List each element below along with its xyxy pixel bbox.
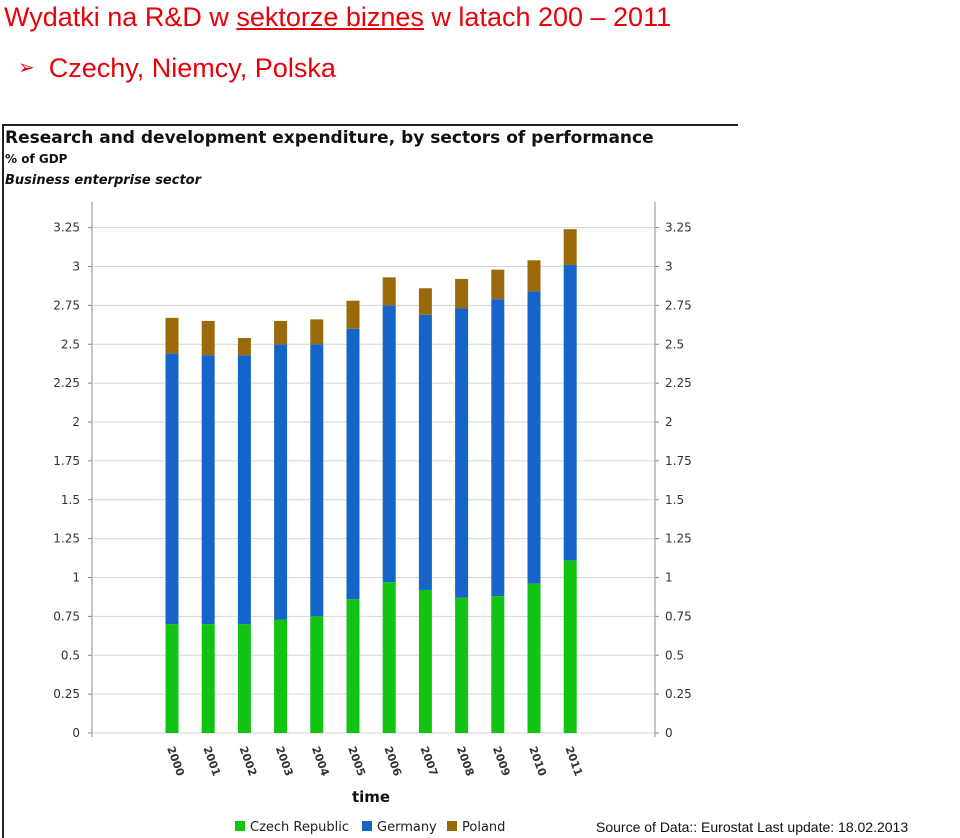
y-tick-label-left: 2.25 xyxy=(53,376,80,390)
y-tick-label-right: 0 xyxy=(665,726,673,740)
bar-segment xyxy=(310,319,324,345)
x-tick-label: 2003 xyxy=(273,745,296,778)
y-tick-label-right: 2 xyxy=(665,415,673,429)
x-tick-label: 2006 xyxy=(381,745,404,779)
x-tick-label: 2008 xyxy=(454,745,477,778)
y-tick-label-right: 3.25 xyxy=(665,221,692,235)
legend-label: Czech Republic xyxy=(250,820,349,835)
y-tick-label-left: 3.25 xyxy=(53,221,80,235)
y-tick-label-right: 2.5 xyxy=(665,337,684,351)
bar-segment xyxy=(165,624,179,733)
bar-segment xyxy=(346,300,360,329)
y-tick-label-right: 3 xyxy=(665,260,673,274)
chart-title: Research and development expenditure, by… xyxy=(5,128,654,148)
y-tick-label-left: 0.25 xyxy=(53,687,80,701)
x-tick-label: 2005 xyxy=(345,745,368,778)
y-tick-label-right: 0.5 xyxy=(665,648,684,662)
legend-swatch xyxy=(235,821,245,831)
source-note: Source of Data:: Eurostat Last update: 1… xyxy=(596,819,909,835)
bullet-countries: ➢ Czechy, Niemcy, Polska xyxy=(18,53,336,84)
x-tick-label: 2000 xyxy=(164,745,187,779)
bar-segment xyxy=(563,229,577,265)
y-tick-label-left: 2.5 xyxy=(61,337,80,351)
bar-segment xyxy=(418,589,432,733)
y-tick-label-right: 0.75 xyxy=(665,609,692,623)
y-tick-label-left: 2.75 xyxy=(53,298,80,312)
bar-segment xyxy=(382,305,396,583)
legend-swatch xyxy=(362,821,372,831)
y-tick-label-left: 1.75 xyxy=(53,454,80,468)
bar-segment xyxy=(455,597,469,733)
bar-segment xyxy=(382,277,396,306)
bar-segment xyxy=(563,560,577,733)
bar-segment xyxy=(237,355,251,625)
y-tick-label-right: 0.25 xyxy=(665,687,692,701)
bar-segment xyxy=(310,616,324,733)
slide-title: Wydatki na R&D w sektorze biznes w latac… xyxy=(4,2,671,33)
slide-title-link[interactable]: sektorze biznes xyxy=(236,2,424,32)
bar-segment xyxy=(310,344,324,617)
chart-sector-label: Business enterprise sector xyxy=(5,173,202,188)
bar-segment xyxy=(491,269,505,300)
bar-segment xyxy=(274,320,288,345)
y-tick-label-left: 3 xyxy=(72,260,80,274)
bar-segment xyxy=(455,308,469,598)
arrow-bullet-icon: ➢ xyxy=(18,57,35,79)
bar-segment xyxy=(165,317,179,354)
x-tick-label: 2001 xyxy=(200,745,223,778)
bar-segment xyxy=(527,583,541,733)
bar-segment xyxy=(418,314,432,590)
bar-segment xyxy=(527,291,541,584)
y-tick-label-right: 1 xyxy=(665,571,673,585)
y-tick-label-right: 1.25 xyxy=(665,532,692,546)
bar-segment xyxy=(491,596,505,733)
bullet-text: Czechy, Niemcy, Polska xyxy=(48,53,336,83)
y-tick-label-left: 0.75 xyxy=(53,609,80,623)
y-tick-label-right: 1.5 xyxy=(665,493,684,507)
bar-segment xyxy=(165,353,179,625)
bar-segment xyxy=(455,278,469,309)
legend-label: Poland xyxy=(462,820,505,835)
bar-segment xyxy=(491,299,505,597)
bar-segment xyxy=(201,320,215,356)
bar-segment xyxy=(346,328,360,600)
bar-segment xyxy=(201,355,215,625)
slide-title-start: Wydatki na R&D w xyxy=(4,2,237,32)
legend-swatch xyxy=(447,821,457,831)
chart-unit-label: % of GDP xyxy=(5,152,68,166)
y-tick-label-left: 1 xyxy=(72,571,80,585)
y-tick-label-left: 1.5 xyxy=(61,493,80,507)
bar-segment xyxy=(237,338,251,356)
y-tick-label-left: 2 xyxy=(72,415,80,429)
x-tick-label: 2011 xyxy=(562,745,585,778)
y-tick-label-left: 0 xyxy=(72,726,80,740)
x-tick-label: 2002 xyxy=(237,745,260,778)
x-tick-label: 2009 xyxy=(490,745,513,778)
bar-segment xyxy=(527,260,541,292)
bar-segment xyxy=(201,624,215,733)
bar-segment xyxy=(274,344,288,620)
chart-frame xyxy=(2,124,738,838)
bar-segment xyxy=(563,264,577,561)
y-tick-label-right: 2.75 xyxy=(665,298,692,312)
bar-segment xyxy=(237,624,251,733)
x-tick-label: 2010 xyxy=(526,745,549,779)
y-tick-label-right: 1.75 xyxy=(665,454,692,468)
y-tick-label-left: 1.25 xyxy=(53,532,80,546)
x-tick-label: 2007 xyxy=(418,745,441,778)
y-tick-label-left: 0.5 xyxy=(61,648,80,662)
bar-segment xyxy=(418,288,432,315)
bar-segment xyxy=(274,619,288,733)
legend-label: Germany xyxy=(377,820,437,835)
slide-title-end: w latach 200 – 2011 xyxy=(423,2,672,32)
x-tick-label: 2004 xyxy=(309,745,332,779)
y-tick-label-right: 2.25 xyxy=(665,376,692,390)
bar-segment xyxy=(382,582,396,733)
bar-segment xyxy=(346,599,360,733)
x-axis-title: time xyxy=(352,788,390,806)
